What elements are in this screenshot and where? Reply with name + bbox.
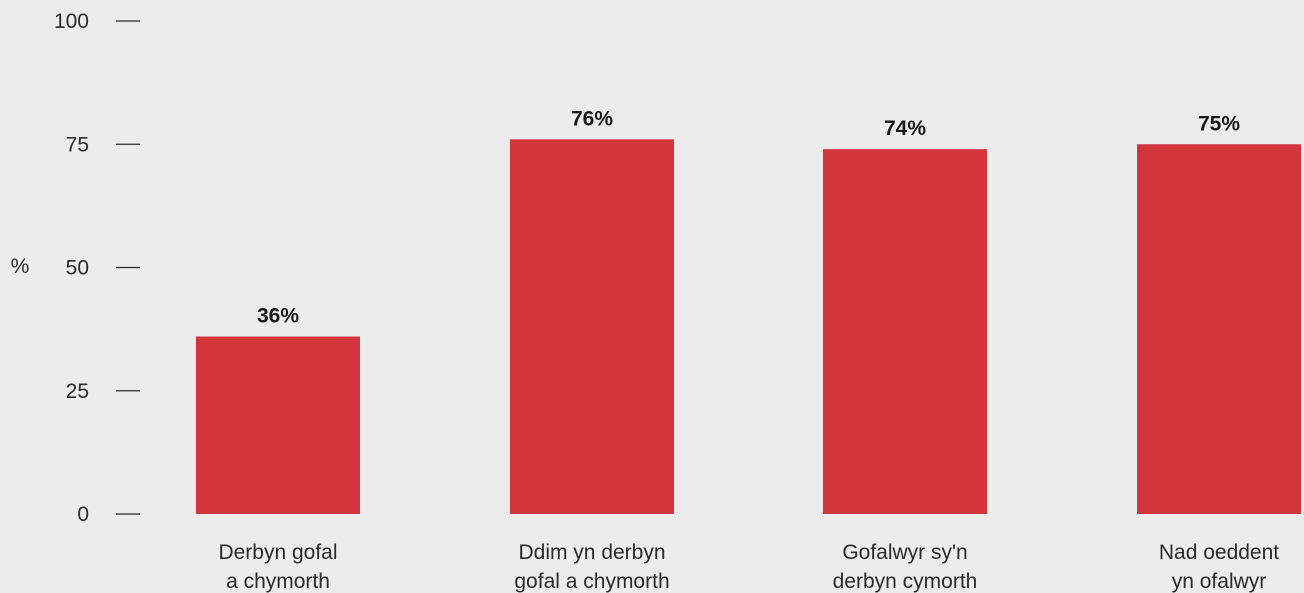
- bar: [1137, 144, 1301, 514]
- x-category-label: derbyn cymorth: [833, 570, 978, 593]
- bar: [823, 149, 987, 514]
- y-tick-label: 75: [66, 133, 89, 156]
- x-category-label: Nad oeddent: [1159, 541, 1279, 564]
- x-category-label: gofal a chymorth: [514, 570, 669, 593]
- x-category-label: a chymorth: [226, 570, 330, 593]
- data-label: 74%: [884, 117, 926, 140]
- y-axis: 0 25 50 75 100: [54, 10, 140, 526]
- x-category-label: Gofalwyr sy'n: [842, 541, 967, 564]
- bar: [510, 139, 674, 514]
- x-category-label: yn ofalwyr: [1172, 570, 1267, 593]
- y-axis-label: %: [11, 255, 30, 278]
- data-label: 76%: [571, 107, 613, 130]
- y-tick-label: 25: [66, 380, 89, 403]
- data-label: 36%: [257, 305, 299, 328]
- y-tick-label: 100: [54, 10, 89, 33]
- bars-group: 36% 76% 74% 75%: [196, 107, 1301, 514]
- x-category-label: Ddim yn derbyn: [518, 541, 665, 564]
- x-category-label: Derbyn gofal: [218, 541, 337, 564]
- x-axis: Derbyn gofal a chymorth Ddim yn derbyn gofa…: [218, 541, 1279, 593]
- data-label: 75%: [1198, 112, 1240, 135]
- y-tick-label: 0: [77, 503, 89, 526]
- bar: [196, 336, 360, 514]
- y-tick-label: 50: [66, 257, 89, 280]
